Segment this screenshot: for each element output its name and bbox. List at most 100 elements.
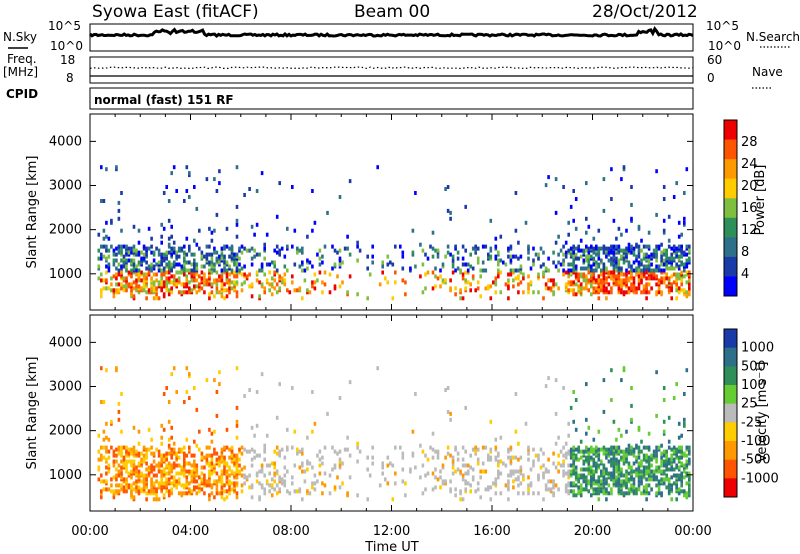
power-cell bbox=[542, 296, 545, 301]
power-cell bbox=[660, 276, 663, 281]
power-cell bbox=[160, 268, 163, 273]
power-colorbar-swatch bbox=[724, 237, 737, 258]
velocity-cell bbox=[160, 423, 163, 428]
power-cell bbox=[688, 244, 691, 249]
velocity-cell bbox=[421, 449, 425, 454]
velocity-cell bbox=[338, 485, 342, 490]
velocity-cell bbox=[245, 449, 249, 454]
power-cell bbox=[210, 260, 214, 265]
velocity-cell bbox=[552, 451, 555, 456]
velocity-cell bbox=[165, 471, 168, 476]
power-cell bbox=[562, 272, 565, 277]
velocity-cell bbox=[481, 461, 485, 466]
power-cell bbox=[210, 290, 214, 295]
power-cell bbox=[283, 272, 287, 277]
power-cell bbox=[642, 268, 646, 273]
power-cell bbox=[235, 234, 239, 239]
power-cell bbox=[592, 286, 596, 291]
power-cell bbox=[662, 268, 666, 273]
power-cell bbox=[283, 278, 287, 283]
velocity-cell bbox=[348, 380, 352, 385]
power-cell bbox=[597, 278, 601, 283]
velocity-cell bbox=[145, 497, 148, 502]
power-cell bbox=[193, 272, 196, 277]
power-cell bbox=[162, 292, 166, 297]
velocity-cell bbox=[142, 477, 146, 482]
velocity-colorbar-swatch bbox=[724, 403, 737, 423]
velocity-cell bbox=[301, 451, 304, 456]
velocity-cell bbox=[587, 455, 591, 460]
power-cell bbox=[625, 246, 628, 251]
velocity-cell bbox=[512, 455, 515, 460]
power-cell bbox=[567, 232, 570, 237]
power-cell bbox=[572, 288, 575, 293]
velocity-cell bbox=[198, 475, 201, 480]
velocity-colorbar-swatch bbox=[724, 366, 737, 386]
power-cell bbox=[235, 165, 239, 170]
power-cell bbox=[198, 288, 201, 293]
velocity-cell bbox=[394, 445, 397, 450]
power-cell bbox=[210, 256, 214, 261]
power-cell bbox=[152, 250, 156, 255]
power-cell bbox=[552, 290, 555, 295]
velocity-cell bbox=[195, 407, 199, 412]
velocity-cell bbox=[539, 465, 543, 470]
power-cell bbox=[562, 258, 565, 263]
power-cell bbox=[456, 266, 460, 271]
velocity-cell bbox=[489, 447, 493, 452]
velocity-cell bbox=[177, 447, 181, 452]
power-cell bbox=[132, 280, 136, 285]
velocity-cell bbox=[517, 441, 520, 446]
power-cell bbox=[667, 214, 671, 219]
velocity-cell bbox=[291, 475, 294, 480]
velocity-cell bbox=[454, 493, 457, 498]
power-cell bbox=[270, 282, 274, 287]
velocity-cell bbox=[120, 487, 123, 492]
velocity-cell bbox=[655, 453, 658, 458]
power-cell bbox=[333, 262, 337, 267]
velocity-cell bbox=[235, 491, 239, 496]
power-cell bbox=[105, 256, 108, 261]
velocity-cell bbox=[157, 481, 161, 486]
velocity-cell bbox=[637, 483, 641, 488]
power-cell bbox=[622, 248, 626, 253]
velocity-cell bbox=[188, 372, 191, 377]
velocity-cell bbox=[617, 467, 621, 472]
velocity-cell bbox=[630, 465, 633, 470]
power-cell bbox=[670, 286, 673, 291]
power-cell bbox=[642, 264, 646, 269]
power-cell bbox=[414, 264, 417, 269]
velocity-cell bbox=[253, 433, 256, 438]
velocity-cell bbox=[210, 491, 214, 496]
velocity-cell bbox=[446, 445, 450, 450]
velocity-cell bbox=[248, 388, 251, 392]
velocity-cell bbox=[130, 447, 133, 452]
velocity-cell bbox=[253, 449, 256, 454]
power-cell bbox=[683, 288, 686, 293]
power-cell bbox=[647, 282, 651, 287]
power-cell bbox=[235, 290, 239, 295]
power-cell bbox=[635, 286, 638, 291]
velocity-cell bbox=[677, 435, 681, 440]
power-cell bbox=[172, 278, 176, 283]
power-cell bbox=[100, 256, 103, 261]
velocity-cell bbox=[208, 493, 211, 498]
velocity-cell bbox=[215, 390, 219, 394]
power-cell bbox=[238, 246, 241, 251]
velocity-cell bbox=[147, 465, 151, 470]
velocity-cell bbox=[198, 489, 201, 494]
velocity-cell bbox=[625, 453, 628, 458]
velocity-cell bbox=[574, 493, 578, 498]
power-cell bbox=[469, 264, 472, 269]
velocity-cell bbox=[386, 455, 390, 460]
power-cell bbox=[130, 268, 133, 273]
power-cell bbox=[670, 274, 673, 279]
power-cell bbox=[439, 284, 442, 289]
power-cell bbox=[662, 228, 666, 233]
power-cell bbox=[469, 282, 472, 287]
velocity-cell bbox=[602, 489, 606, 494]
power-cell bbox=[497, 258, 500, 263]
power-cell bbox=[248, 248, 251, 253]
velocity-cell bbox=[509, 469, 513, 474]
power-cell bbox=[630, 202, 633, 207]
